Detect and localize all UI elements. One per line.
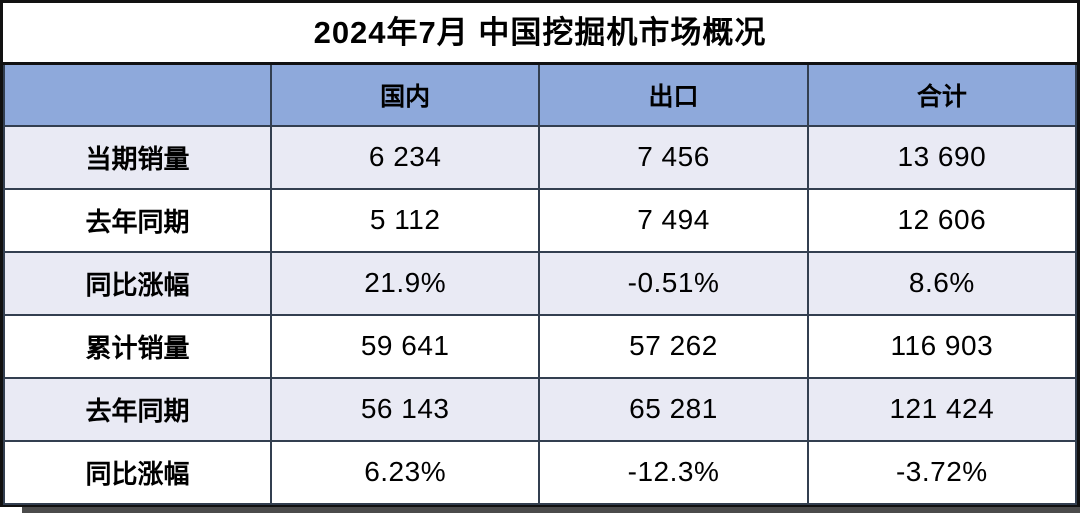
cell-value: 7 494 [538,187,809,253]
cell-value: 59 641 [269,313,541,379]
row-label: 累计销量 [3,313,272,379]
excavator-market-table: 国内 出口 合计 当期销量 6 234 7 456 13 690 去年同期 5 … [3,62,1078,505]
cell-value: 6.23% [269,439,541,505]
column-header-export: 出口 [538,62,809,127]
cell-value: 116 903 [806,313,1078,379]
cell-value: 56 143 [269,376,541,442]
column-header-domestic: 国内 [269,62,541,127]
cell-value: -12.3% [538,439,809,505]
table-row-last-year-same-period: 去年同期 5 112 7 494 12 606 [3,187,1078,253]
table-row-cumulative-sales: 累计销量 59 641 57 262 116 903 [3,313,1078,379]
column-header-total: 合计 [806,62,1078,127]
cell-value: 7 456 [538,124,809,190]
column-header-blank [3,62,272,127]
cell-value: 13 690 [806,124,1078,190]
row-label: 去年同期 [3,376,272,442]
cell-value: 121 424 [806,376,1078,442]
cell-value: 6 234 [269,124,541,190]
drop-shadow [22,507,1080,513]
cell-value: 8.6% [806,250,1078,316]
row-label: 同比涨幅 [3,439,272,505]
cell-value: 5 112 [269,187,541,253]
cell-value: 21.9% [269,250,541,316]
table-row-current-sales: 当期销量 6 234 7 456 13 690 [3,124,1078,190]
row-label: 去年同期 [3,187,272,253]
cell-value: -3.72% [806,439,1078,505]
cell-value: 57 262 [538,313,809,379]
cell-value: 65 281 [538,376,809,442]
header-row: 国内 出口 合计 [3,62,1078,127]
table-row-last-year-same-period-cumulative: 去年同期 56 143 65 281 121 424 [3,376,1078,442]
cell-value: -0.51% [538,250,809,316]
row-label: 同比涨幅 [3,250,272,316]
cell-value: 12 606 [806,187,1078,253]
page-title: 2024年7月 中国挖掘机市场概况 [313,15,767,50]
table-row-yoy-change: 同比涨幅 21.9% -0.51% 8.6% [3,250,1078,316]
table-row-yoy-change-cumulative: 同比涨幅 6.23% -12.3% -3.72% [3,439,1078,505]
row-label: 当期销量 [3,124,272,190]
